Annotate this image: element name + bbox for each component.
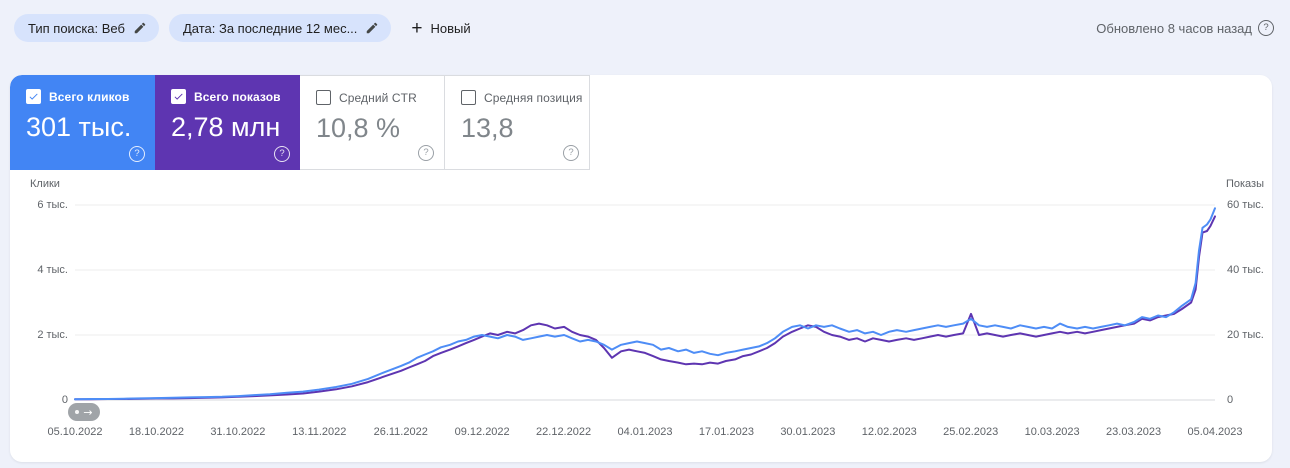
help-icon[interactable]: ?: [129, 146, 145, 162]
x-axis-tick: 30.01.2023: [780, 426, 836, 438]
toolbar: Тип поиска: Веб Дата: За последние 12 ме…: [0, 0, 1290, 44]
right-axis-tick: 0: [1227, 394, 1234, 406]
metric-value: 301 тыс.: [26, 112, 132, 142]
checkbox-average-position[interactable]: [461, 90, 476, 105]
new-filter-button[interactable]: + Новый: [405, 19, 476, 38]
metric-value: 10,8 %: [316, 113, 401, 143]
filter-chip-date[interactable]: Дата: За последние 12 мес...: [168, 14, 392, 42]
help-icon[interactable]: ?: [418, 145, 434, 161]
metric-value: 13,8: [461, 113, 514, 143]
metric-tiles: Всего кликов 301 тыс. ? Всего показов 2,…: [10, 75, 590, 170]
x-axis-tick: 17.01.2023: [698, 426, 754, 438]
x-axis-tick: 22.12.2022: [536, 426, 592, 438]
help-icon[interactable]: ?: [274, 146, 290, 162]
right-axis-tick: 20 тыс.: [1227, 329, 1264, 341]
x-axis-tick: 10.03.2023: [1024, 426, 1080, 438]
right-axis-tick: 60 тыс.: [1227, 199, 1264, 211]
checkbox-total-clicks[interactable]: [26, 89, 41, 104]
right-axis-title: Показы: [1225, 178, 1264, 190]
right-axis-tick: 40 тыс.: [1227, 264, 1264, 276]
left-axis-title: Клики: [30, 178, 60, 190]
filter-chips: Тип поиска: Веб Дата: За последние 12 ме…: [14, 14, 477, 42]
left-axis-tick: 2 тыс.: [37, 329, 68, 341]
metric-label: Средний CTR: [339, 90, 417, 105]
x-axis-tick: 09.12.2022: [454, 426, 510, 438]
help-icon[interactable]: ?: [563, 145, 579, 161]
metric-label: Средняя позиция: [484, 90, 583, 105]
checkbox-average-ctr[interactable]: [316, 90, 331, 105]
x-axis-tick: 12.02.2023: [861, 426, 917, 438]
metric-tile-total-impressions[interactable]: Всего показов 2,78 млн ?: [155, 75, 300, 170]
filter-chip-search-type[interactable]: Тип поиска: Веб: [14, 14, 159, 42]
metric-tile-average-ctr[interactable]: Средний CTR 10,8 % ?: [300, 75, 445, 170]
filter-chip-date-label: Дата: За последние 12 мес...: [182, 20, 358, 36]
x-axis-tick: 05.04.2023: [1187, 426, 1243, 438]
left-axis-tick: 4 тыс.: [37, 264, 68, 276]
pan-arrow-icon: →: [83, 405, 93, 419]
x-axis-tick: 18.10.2022: [128, 426, 184, 438]
metric-tile-total-clicks[interactable]: Всего кликов 301 тыс. ?: [10, 75, 155, 170]
last-updated-text: Обновлено 8 часов назад: [1096, 20, 1252, 36]
metric-value: 2,78 млн: [171, 112, 281, 142]
pan-dot-icon: [75, 410, 80, 414]
edit-icon[interactable]: [133, 21, 147, 35]
x-axis-tick: 13.11.2022: [292, 426, 347, 438]
last-updated: Обновлено 8 часов назад ?: [1096, 20, 1274, 36]
new-filter-label: Новый: [430, 20, 471, 36]
x-axis-tick: 31.10.2022: [210, 426, 266, 438]
chart-canvas[interactable]: [10, 170, 1272, 462]
metric-tile-average-position[interactable]: Средняя позиция 13,8 ?: [445, 75, 590, 170]
filter-chip-search-type-label: Тип поиска: Веб: [28, 20, 125, 36]
metric-label: Всего кликов: [49, 89, 130, 104]
metric-label: Всего показов: [194, 89, 281, 104]
pan-control[interactable]: →: [68, 403, 100, 421]
x-axis-tick: 05.10.2022: [47, 426, 103, 438]
x-axis-tick: 04.01.2023: [617, 426, 673, 438]
x-axis-tick: 23.03.2023: [1106, 426, 1162, 438]
x-axis-tick: 26.11.2022: [373, 426, 428, 438]
checkbox-total-impressions[interactable]: [171, 89, 186, 104]
performance-chart[interactable]: Клики Показы 0 2 тыс. 4 тыс. 6 тыс. 0 20 тыс.…: [10, 170, 1272, 462]
help-icon[interactable]: ?: [1258, 20, 1274, 36]
edit-icon[interactable]: [365, 21, 379, 35]
plus-icon: +: [411, 17, 423, 39]
performance-panel: Всего кликов 301 тыс. ? Всего показов 2,…: [10, 75, 1272, 462]
left-axis-tick: 0: [61, 394, 68, 406]
x-axis-tick: 25.02.2023: [943, 426, 999, 438]
left-axis-tick: 6 тыс.: [37, 199, 68, 211]
